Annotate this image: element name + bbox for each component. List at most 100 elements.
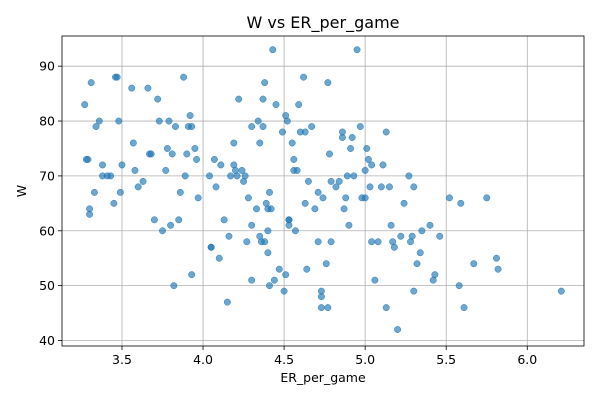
data-point: [368, 161, 376, 169]
data-point: [155, 117, 163, 125]
axis-ticks: 3.5 4.0 4.5 5.0 5.5 6.0 40 50 60 70 80 90: [39, 59, 537, 367]
data-point: [557, 287, 565, 295]
data-point: [227, 172, 235, 180]
data-point: [327, 177, 335, 185]
data-point: [275, 265, 283, 273]
data-point: [181, 172, 189, 180]
data-point: [455, 282, 463, 290]
data-point: [259, 95, 267, 103]
data-point: [150, 216, 158, 224]
data-point: [180, 73, 188, 81]
data-point: [366, 183, 374, 191]
data-point: [342, 194, 350, 202]
data-point: [343, 172, 351, 180]
data-point: [322, 260, 330, 268]
data-point: [259, 123, 267, 130]
data-point: [134, 183, 142, 191]
data-point: [264, 249, 272, 257]
data-point: [379, 161, 387, 169]
data-point: [363, 145, 371, 152]
data-point: [115, 117, 123, 125]
data-point: [386, 183, 393, 191]
data-point: [293, 166, 301, 174]
data-point: [413, 260, 421, 268]
data-point: [356, 123, 364, 130]
data-point: [288, 139, 296, 147]
data-point: [175, 216, 183, 224]
data-point: [335, 177, 343, 185]
data-point: [494, 265, 502, 273]
data-point: [253, 205, 260, 213]
data-point: [244, 194, 252, 202]
data-point: [339, 134, 346, 141]
data-point: [261, 79, 269, 87]
data-point: [193, 156, 201, 163]
data-point: [215, 254, 223, 262]
data-point: [194, 194, 202, 202]
data-point: [340, 205, 348, 213]
data-point: [266, 282, 273, 290]
data-point: [264, 227, 272, 235]
data-point: [410, 287, 418, 295]
data-point: [217, 161, 225, 169]
data-point: [397, 232, 405, 240]
data-point: [167, 221, 175, 229]
data-point: [81, 101, 89, 109]
data-point: [470, 260, 478, 268]
data-point: [426, 221, 434, 229]
y-tick-label: 50: [39, 278, 55, 293]
data-point: [163, 145, 171, 152]
x-tick-label: 3.5: [112, 352, 132, 367]
data-point: [212, 183, 220, 191]
data-point: [243, 238, 251, 246]
data-point: [248, 123, 256, 130]
data-point: [99, 161, 106, 169]
data-point: [210, 156, 218, 163]
data-point: [107, 172, 115, 180]
grid-lines: [62, 36, 584, 346]
data-point: [300, 73, 307, 81]
data-point: [382, 304, 390, 312]
data-point: [304, 177, 312, 185]
chart-title: W vs ER_per_game: [247, 13, 400, 33]
data-point: [416, 249, 424, 257]
x-tick-label: 4.5: [274, 352, 294, 367]
data-point: [220, 216, 228, 224]
data-point: [283, 117, 291, 125]
data-point: [371, 276, 379, 284]
data-point: [233, 172, 241, 180]
data-point: [317, 293, 325, 301]
data-point: [162, 166, 170, 174]
data-point: [110, 199, 118, 207]
data-point: [186, 112, 194, 120]
data-point: [154, 95, 162, 103]
data-point: [368, 238, 376, 246]
data-point: [168, 150, 176, 158]
data-point: [248, 221, 256, 229]
data-point: [295, 101, 303, 109]
data-point: [377, 183, 385, 191]
data-point: [113, 73, 121, 81]
data-point: [128, 84, 136, 92]
y-tick-label: 60: [39, 223, 55, 238]
data-point: [301, 199, 309, 207]
data-point: [460, 304, 468, 312]
data-point: [279, 128, 286, 136]
data-point: [191, 145, 199, 152]
data-point: [230, 139, 238, 147]
data-point: [256, 139, 264, 147]
data-point: [314, 188, 322, 196]
data-point: [445, 194, 453, 202]
data-point: [405, 172, 413, 180]
data-point: [176, 188, 184, 196]
data-points: [81, 46, 565, 333]
data-point: [118, 161, 126, 169]
data-point: [324, 79, 332, 87]
data-point: [84, 156, 92, 163]
data-point: [348, 134, 356, 141]
data-point: [165, 117, 173, 125]
data-point: [350, 172, 358, 180]
data-point: [291, 227, 299, 235]
x-tick-label: 5.5: [436, 352, 456, 367]
